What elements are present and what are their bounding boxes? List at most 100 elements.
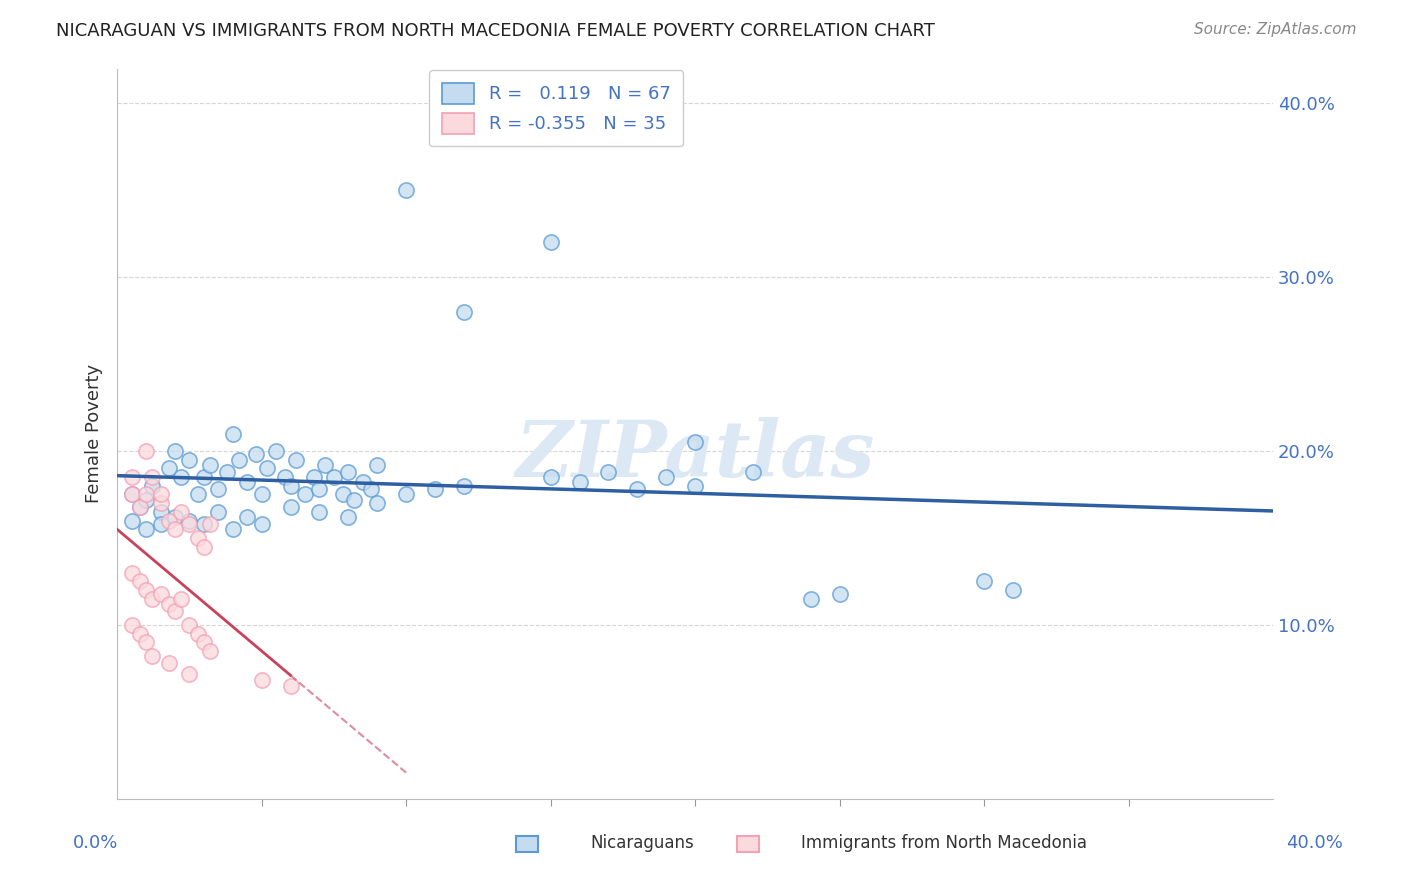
Point [193, 635, 215, 649]
Point [800, 591, 823, 606]
Text: Immigrants from North Macedonia: Immigrants from North Macedonia [801, 834, 1087, 852]
Point [366, 496, 388, 510]
Point [157, 461, 180, 475]
Point [149, 505, 172, 519]
Point [655, 470, 678, 484]
Point [453, 479, 475, 493]
Point [222, 522, 245, 536]
Point [332, 487, 354, 501]
Point [170, 470, 193, 484]
Point [121, 566, 143, 580]
Point [360, 482, 382, 496]
Point [250, 516, 273, 531]
Point [193, 540, 215, 554]
Point [187, 626, 209, 640]
Point [741, 465, 763, 479]
Text: Source: ZipAtlas.com: Source: ZipAtlas.com [1194, 22, 1357, 37]
Point [157, 656, 180, 670]
Point [170, 505, 193, 519]
Point [157, 597, 180, 611]
Point [141, 649, 163, 664]
Text: NICARAGUAN VS IMMIGRANTS FROM NORTH MACEDONIA FEMALE POVERTY CORRELATION CHART: NICARAGUAN VS IMMIGRANTS FROM NORTH MACE… [56, 22, 935, 40]
Point [352, 475, 374, 490]
Legend: R =   0.119   N = 67, R = -0.355   N = 35: R = 0.119 N = 67, R = -0.355 N = 35 [429, 70, 683, 146]
Point [280, 479, 302, 493]
Point [187, 531, 209, 545]
Point [366, 458, 388, 472]
Point [683, 479, 706, 493]
Point [149, 487, 172, 501]
Point [337, 510, 360, 524]
Point [163, 522, 186, 536]
Point [121, 487, 143, 501]
Point [179, 514, 201, 528]
Point [135, 635, 157, 649]
Point [683, 435, 706, 450]
Point [308, 505, 330, 519]
Point [314, 458, 336, 472]
Point [141, 591, 163, 606]
Point [121, 617, 143, 632]
Point [135, 492, 157, 507]
Point [135, 487, 157, 501]
Point [179, 666, 201, 681]
Point [149, 586, 172, 600]
Point [280, 679, 302, 693]
Text: 40.0%: 40.0% [1286, 834, 1343, 852]
Point [129, 574, 152, 589]
Point [135, 444, 157, 458]
Point [626, 482, 648, 496]
Point [228, 452, 250, 467]
Point [129, 500, 152, 514]
Point [322, 470, 344, 484]
Point [163, 444, 186, 458]
Point [236, 510, 259, 524]
Point [215, 465, 238, 479]
Point [568, 475, 591, 490]
Point [598, 465, 620, 479]
Point [302, 470, 325, 484]
Point [135, 583, 157, 598]
Text: Nicaraguans: Nicaraguans [591, 834, 695, 852]
Point [236, 475, 259, 490]
Point [193, 470, 215, 484]
Point [141, 470, 163, 484]
Point [540, 235, 562, 250]
Point [149, 516, 172, 531]
Point [245, 447, 267, 461]
Point [198, 644, 221, 658]
Point [250, 673, 273, 688]
Point [453, 305, 475, 319]
Point [170, 591, 193, 606]
Point [163, 604, 186, 618]
Point [294, 487, 316, 501]
Point [285, 452, 308, 467]
Y-axis label: Female Poverty: Female Poverty [86, 364, 103, 503]
Point [121, 514, 143, 528]
Point [187, 487, 209, 501]
Point [179, 617, 201, 632]
Point [179, 516, 201, 531]
Point [828, 586, 851, 600]
Point [141, 479, 163, 493]
Text: ZIPatlas: ZIPatlas [516, 417, 875, 494]
Point [395, 487, 418, 501]
Point [274, 470, 297, 484]
Point [198, 458, 221, 472]
Point [135, 522, 157, 536]
Point [121, 470, 143, 484]
Point [256, 461, 278, 475]
Point [198, 516, 221, 531]
Point [163, 510, 186, 524]
Point [129, 500, 152, 514]
Point [222, 426, 245, 441]
Point [308, 482, 330, 496]
Point [179, 452, 201, 467]
Point [157, 514, 180, 528]
Point [423, 482, 446, 496]
Point [207, 505, 229, 519]
Point [149, 496, 172, 510]
Point [193, 516, 215, 531]
Point [337, 465, 360, 479]
Point [264, 444, 287, 458]
